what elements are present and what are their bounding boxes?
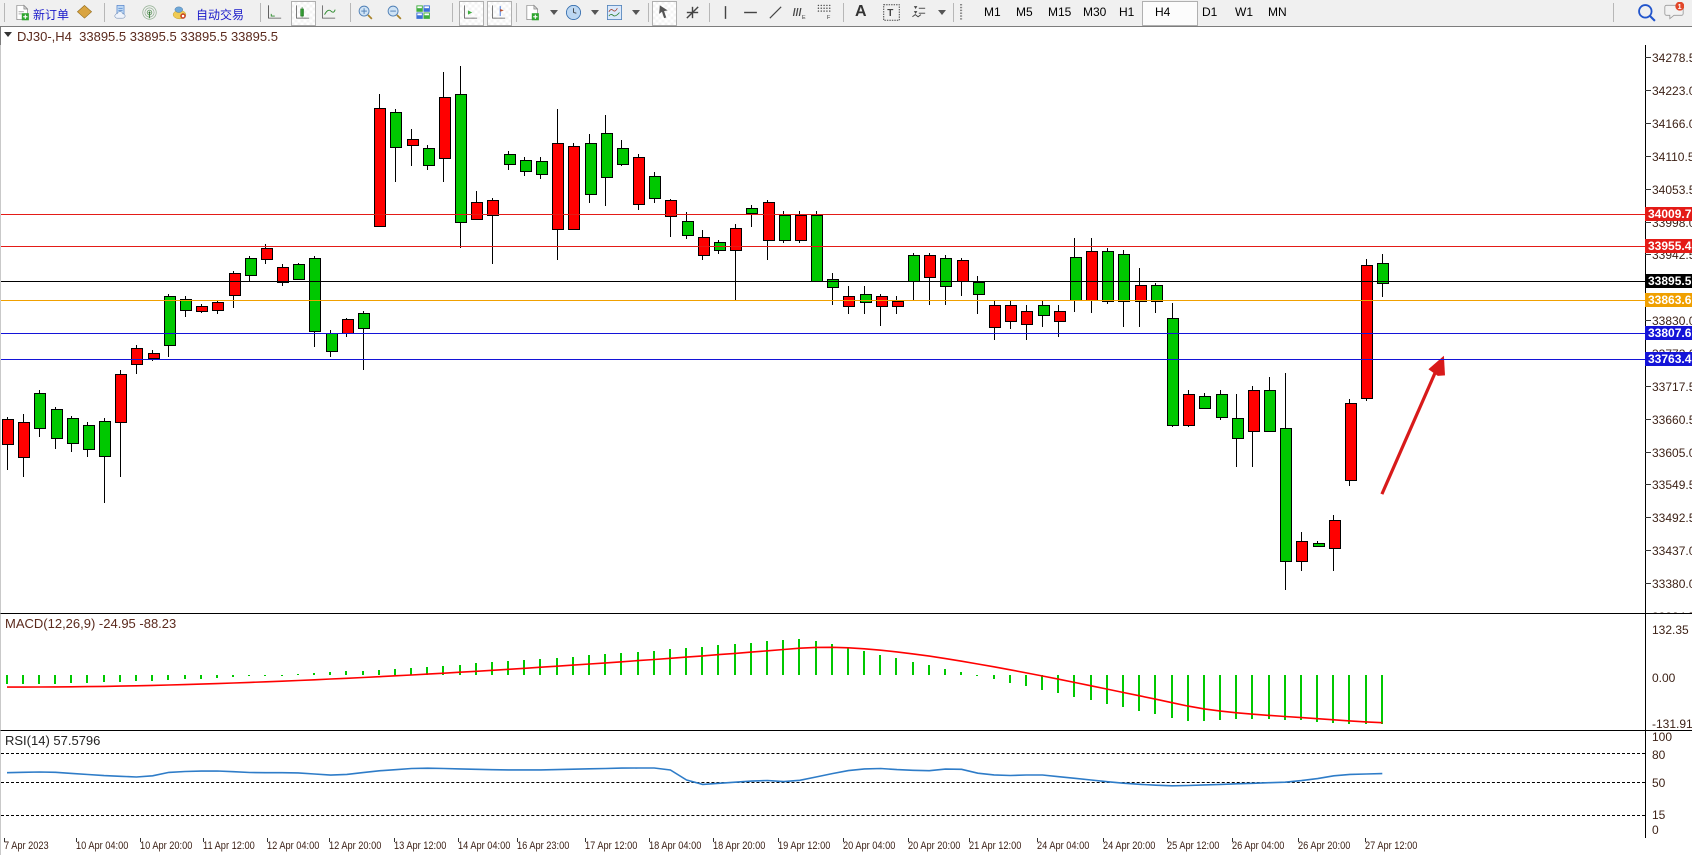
svg-text:///: /// (793, 7, 802, 19)
svg-text:T: T (887, 8, 893, 19)
svg-text:E: E (802, 15, 806, 21)
svg-text:F: F (827, 15, 831, 21)
svg-text:1: 1 (1678, 3, 1682, 11)
